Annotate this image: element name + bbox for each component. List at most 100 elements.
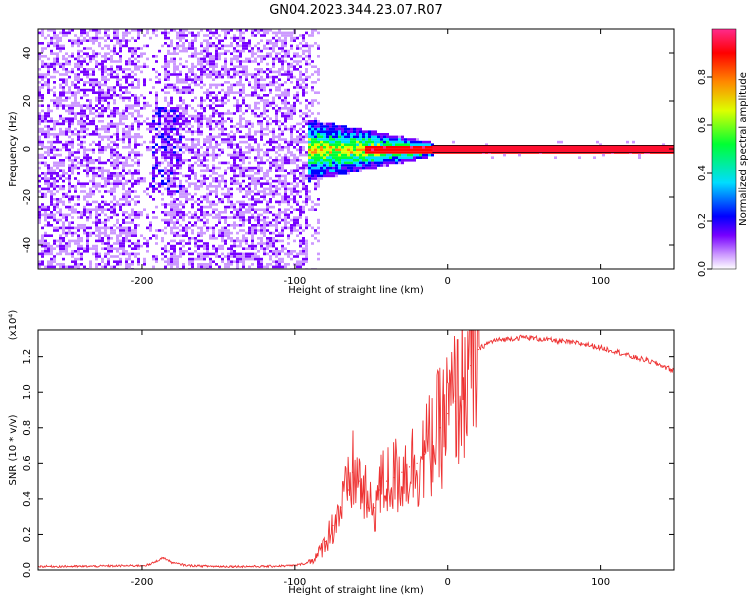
heatmap-cell — [308, 52, 311, 55]
heatmap-cell — [248, 143, 251, 146]
heatmap-cell — [53, 65, 56, 68]
heatmap-cell — [95, 125, 98, 128]
heatmap-cell — [128, 138, 131, 141]
heatmap-cell — [128, 57, 131, 61]
heatmap-cell — [236, 83, 239, 87]
heatmap-cell — [170, 255, 173, 258]
heatmap-cell — [278, 166, 281, 170]
heatmap-cell — [77, 166, 80, 170]
heatmap-cell — [95, 172, 98, 175]
heatmap-cell — [254, 257, 257, 261]
heatmap-cell — [59, 127, 62, 131]
heatmap-cell — [272, 252, 275, 256]
heatmap-cell — [215, 57, 218, 61]
heatmap-cell — [320, 127, 323, 131]
heatmap-cell — [194, 146, 197, 149]
heatmap-cell — [209, 205, 212, 209]
heatmap-cell — [38, 143, 41, 146]
heatmap-cell — [317, 148, 320, 152]
heatmap-cell — [41, 252, 44, 256]
heatmap-cell — [134, 229, 137, 232]
heatmap-cell — [110, 153, 113, 157]
heatmap-cell — [326, 143, 329, 146]
heatmap-cell — [224, 239, 227, 243]
heatmap-cell — [305, 198, 308, 201]
heatmap-cell — [56, 244, 59, 248]
heatmap-cell — [68, 127, 71, 131]
heatmap-cell — [212, 78, 215, 81]
heatmap-cell — [203, 263, 206, 266]
heatmap-cell — [317, 177, 320, 180]
heatmap-cell — [212, 169, 215, 172]
heatmap-cell — [185, 91, 188, 94]
heatmap-cell — [158, 130, 161, 133]
heatmap-cell — [74, 91, 77, 94]
heatmap-cell — [68, 29, 71, 32]
heatmap-cell — [212, 151, 215, 154]
heatmap-cell — [200, 182, 203, 185]
heatmap-cell — [146, 104, 149, 107]
heatmap-cell — [62, 169, 65, 172]
heatmap-cell — [107, 29, 110, 32]
heatmap-cell — [170, 96, 173, 100]
heatmap-cell — [236, 146, 239, 149]
heatmap-cell — [101, 68, 104, 71]
heatmap-cell — [53, 75, 56, 79]
heatmap-cell — [215, 52, 218, 55]
heatmap-cell — [284, 101, 287, 105]
heatmap-cell — [290, 135, 293, 139]
heatmap-cell — [224, 263, 227, 266]
heatmap-cell — [215, 216, 218, 219]
heatmap-cell — [65, 265, 68, 269]
heatmap-cell — [353, 135, 356, 139]
heatmap-cell — [365, 133, 368, 136]
heatmap-cell — [284, 44, 287, 48]
heatmap-cell — [197, 114, 200, 118]
heatmap-cell — [101, 120, 104, 123]
heatmap-cell — [38, 221, 41, 224]
heatmap-cell — [341, 166, 344, 170]
heatmap-cell — [62, 265, 65, 269]
heatmap-cell — [350, 161, 353, 165]
heatmap-cell — [107, 182, 110, 185]
heatmap-cell — [233, 75, 236, 79]
heatmap-cell — [176, 234, 179, 237]
heatmap-cell — [305, 216, 308, 219]
heatmap-cell — [224, 96, 227, 100]
heatmap-cell — [230, 205, 233, 209]
heatmap-cell — [251, 135, 254, 139]
heatmap-cell — [290, 172, 293, 175]
heatmap-cell — [338, 156, 341, 159]
heatmap-cell — [266, 29, 269, 32]
heatmap-cell — [95, 62, 98, 66]
heatmap-cell — [260, 260, 263, 263]
heatmap-cell — [275, 34, 278, 37]
heatmap-cell — [203, 34, 206, 37]
heatmap-cell — [254, 88, 257, 92]
heatmap-cell — [95, 127, 98, 131]
heatmap-cell — [290, 47, 293, 50]
heatmap-cell — [119, 49, 122, 53]
heatmap-cell — [176, 133, 179, 136]
heatmap-cell — [125, 234, 128, 237]
heatmap-cell — [104, 60, 107, 63]
heatmap-cell — [245, 146, 248, 149]
heatmap-cell — [95, 239, 98, 243]
heatmap-cell — [239, 229, 242, 232]
heatmap-cell — [206, 211, 209, 214]
heatmap-cell — [80, 42, 83, 45]
heatmap-cell — [50, 42, 53, 45]
heatmap-cell — [206, 263, 209, 266]
heatmap-cell — [230, 177, 233, 180]
heatmap-cell — [176, 177, 179, 180]
heatmap-cell — [83, 250, 86, 253]
heatmap-cell — [173, 140, 176, 144]
heatmap-cell — [263, 94, 266, 97]
heatmap-cell — [305, 247, 308, 250]
heatmap-cell — [53, 192, 56, 196]
heatmap-cell — [131, 177, 134, 180]
heatmap-cell — [215, 146, 218, 149]
heatmap-cell — [134, 86, 137, 89]
heatmap-cell — [152, 125, 155, 128]
heatmap-cell — [263, 78, 266, 81]
